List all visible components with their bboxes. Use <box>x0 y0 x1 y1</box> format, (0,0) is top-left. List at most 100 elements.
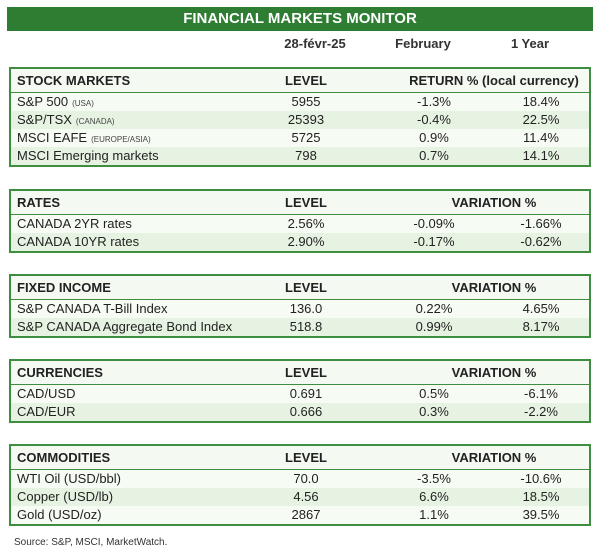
commodities-section: COMMODITIES LEVEL VARIATION % WTI Oil (U… <box>9 444 591 526</box>
row-month: 6.6% <box>419 489 449 504</box>
row-month: -3.5% <box>417 471 451 486</box>
variation-header: VARIATION % <box>451 195 537 210</box>
fixed-income-section: FIXED INCOME LEVEL VARIATION % S&P CANAD… <box>9 274 591 338</box>
section-title: RATES <box>17 195 61 210</box>
row-level: 70.0 <box>293 471 319 486</box>
row-level: 5955 <box>291 94 321 109</box>
rates-section: RATES LEVEL VARIATION % CANADA 2YR rates… <box>9 189 591 253</box>
row-year: 22.5% <box>522 112 560 127</box>
row-name: CAD/EUR <box>17 404 76 419</box>
row-name: CANADA 10YR rates <box>17 234 140 249</box>
row-month: 0.7% <box>419 148 449 163</box>
row-month: 0.3% <box>419 404 449 419</box>
row-level: 0.666 <box>289 404 323 419</box>
row-month: -0.17% <box>413 234 455 249</box>
row-year: 18.5% <box>522 489 560 504</box>
section-title: STOCK MARKETS <box>17 73 131 88</box>
table-row: S&P CANADA Aggregate Bond Index 518.8 0.… <box>11 318 589 336</box>
row-name: Gold (USD/oz) <box>17 507 102 522</box>
row-region: (CANADA) <box>75 117 115 126</box>
section-header: COMMODITIES LEVEL VARIATION % <box>11 446 589 470</box>
row-level: 5725 <box>291 130 321 145</box>
row-level: 25393 <box>287 112 325 127</box>
table-row: MSCI Emerging markets 798 0.7% 14.1% <box>11 147 589 165</box>
stock-rows: S&P 500 (USA) 5955 -1.3% 18.4% S&P/TSX (CA… <box>11 93 589 165</box>
level-header: LEVEL <box>285 365 327 380</box>
table-row: CANADA 2YR rates 2.56% -0.09% -1.66% <box>11 215 589 233</box>
commodities-rows: WTI Oil (USD/bbl) 70.0 -3.5% -10.6% Copp… <box>11 470 589 524</box>
row-month: 0.9% <box>419 130 449 145</box>
row-year: 14.1% <box>522 148 560 163</box>
row-region: (USA) <box>72 99 94 108</box>
row-month: -1.3% <box>417 94 451 109</box>
row-name: Copper (USD/lb) <box>17 489 114 504</box>
row-name: CAD/USD <box>17 386 76 401</box>
row-level: 798 <box>295 148 317 163</box>
table-row: CANADA 10YR rates 2.90% -0.17% -0.62% <box>11 233 589 251</box>
row-year: 8.17% <box>522 319 560 334</box>
section-title: FIXED INCOME <box>17 280 111 295</box>
section-header: STOCK MARKETS LEVEL RETURN % (local curr… <box>11 69 589 93</box>
section-header: RATES LEVEL VARIATION % <box>11 191 589 215</box>
year-column-label: 1 Year <box>510 36 550 51</box>
source-note: Source: S&P, MSCI, MarketWatch. <box>14 537 168 548</box>
row-name: S&P CANADA Aggregate Bond Index <box>17 319 233 334</box>
as-of-date: 28-févr-25 <box>284 36 346 51</box>
variation-header: VARIATION % <box>451 365 537 380</box>
row-month: -0.09% <box>413 216 455 231</box>
row-name: S&P/TSX <box>17 112 72 127</box>
date-header: 28-févr-25 February 1 Year <box>0 36 600 56</box>
return-header: RETURN % (local currency) <box>409 73 579 88</box>
row-year: -2.2% <box>524 404 558 419</box>
level-header: LEVEL <box>285 280 327 295</box>
row-month: 1.1% <box>419 507 449 522</box>
row-name: S&P CANADA T-Bill Index <box>17 301 168 316</box>
section-header: CURRENCIES LEVEL VARIATION % <box>11 361 589 385</box>
page-title: FINANCIAL MARKETS MONITOR <box>7 7 593 31</box>
fixed-income-rows: S&P CANADA T-Bill Index 136.0 0.22% 4.65… <box>11 300 589 336</box>
table-row: S&P 500 (USA) 5955 -1.3% 18.4% <box>11 93 589 111</box>
variation-header: VARIATION % <box>451 280 537 295</box>
row-name: CANADA 2YR rates <box>17 216 132 231</box>
row-year: -10.6% <box>520 471 562 486</box>
row-name: S&P 500 <box>17 94 69 109</box>
row-level: 2867 <box>291 507 321 522</box>
level-header: LEVEL <box>285 450 327 465</box>
currencies-rows: CAD/USD 0.691 0.5% -6.1% CAD/EUR 0.666 0… <box>11 385 589 421</box>
table-row: Copper (USD/lb) 4.56 6.6% 18.5% <box>11 488 589 506</box>
row-name: MSCI Emerging markets <box>17 148 159 163</box>
row-level: 2.90% <box>287 234 325 249</box>
row-year: -1.66% <box>520 216 562 231</box>
row-year: 4.65% <box>522 301 560 316</box>
row-year: 11.4% <box>523 130 559 145</box>
row-year: 39.5% <box>522 507 560 522</box>
table-row: Gold (USD/oz) 2867 1.1% 39.5% <box>11 506 589 524</box>
row-year: 18.4% <box>522 94 560 109</box>
section-title: CURRENCIES <box>17 365 103 380</box>
row-level: 4.56 <box>293 489 319 504</box>
row-level: 0.691 <box>289 386 323 401</box>
level-header: LEVEL <box>285 195 327 210</box>
row-name: WTI Oil (USD/bbl) <box>17 471 121 486</box>
row-year: -6.1% <box>524 386 558 401</box>
month-column-label: February <box>395 36 451 51</box>
table-row: MSCI EAFE (EUROPE/ASIA) 5725 0.9% 11.4% <box>11 129 589 147</box>
table-row: S&P CANADA T-Bill Index 136.0 0.22% 4.65… <box>11 300 589 318</box>
rates-rows: CANADA 2YR rates 2.56% -0.09% -1.66% CAN… <box>11 215 589 251</box>
section-title: COMMODITIES <box>17 450 111 465</box>
section-header: FIXED INCOME LEVEL VARIATION % <box>11 276 589 300</box>
row-month: -0.4% <box>417 112 451 127</box>
table-row: CAD/USD 0.691 0.5% -6.1% <box>11 385 589 403</box>
currencies-section: CURRENCIES LEVEL VARIATION % CAD/USD 0.6… <box>9 359 591 423</box>
level-header: LEVEL <box>285 73 327 88</box>
row-month: 0.99% <box>415 319 453 334</box>
row-month: 0.5% <box>419 386 449 401</box>
stock-markets-section: STOCK MARKETS LEVEL RETURN % (local curr… <box>9 67 591 167</box>
row-year: -0.62% <box>520 234 562 249</box>
row-level: 136.0 <box>289 301 323 316</box>
row-month: 0.22% <box>415 301 453 316</box>
row-region: (EUROPE/ASIA) <box>91 135 151 144</box>
row-level: 518.8 <box>289 319 323 334</box>
table-row: CAD/EUR 0.666 0.3% -2.2% <box>11 403 589 421</box>
variation-header: VARIATION % <box>451 450 537 465</box>
